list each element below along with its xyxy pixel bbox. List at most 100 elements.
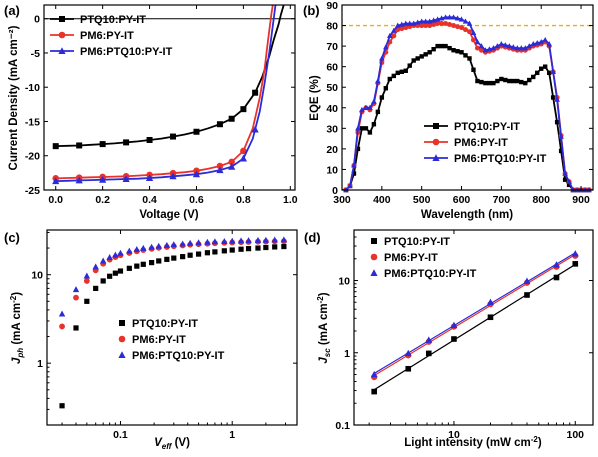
panel-d-point [524, 292, 530, 298]
panel-b-point [383, 86, 389, 91]
panel-c-point [280, 236, 288, 243]
panel-b: (b) 300 400 500 600 700 800 900 0 10 20 30 40 50 60 70… [303, 0, 594, 221]
panel-b-point [367, 104, 373, 110]
panel-b-point [466, 20, 473, 26]
panel-b-ytick-label: 90 [326, 0, 338, 12]
panel-c-ytick-label: 10 [31, 270, 43, 282]
panel-b-point [367, 130, 373, 135]
panel-c-label: (c) [4, 230, 20, 245]
panel-d-legend-entry: PTQ10:PY-IT [384, 236, 450, 248]
panel-a-legend-marker [58, 31, 66, 39]
panel-d-label: (d) [304, 230, 321, 245]
panel-a-legend-entry: PM6:PY-IT [80, 30, 134, 42]
panel-a-ytick-label: -25 [25, 185, 40, 197]
panel-b-point [518, 45, 525, 51]
panel-a-point [252, 89, 259, 96]
panel-b-point [478, 47, 484, 53]
panel-b-point [554, 119, 560, 125]
panel-b-point [562, 170, 568, 176]
panel-a-xtick-label: 1.0 [283, 194, 298, 206]
panel-c-point [263, 244, 269, 251]
panel-b-point [431, 22, 437, 28]
panel-c-point [272, 244, 278, 250]
panel-a-point [216, 166, 224, 174]
panel-b-point [447, 22, 453, 28]
panel-b-point [499, 76, 504, 82]
panel-b-point [363, 104, 369, 110]
panel-b-ytick-label: 40 [326, 103, 338, 115]
panel-b-point [458, 16, 465, 22]
panel-b-point [498, 41, 505, 47]
panel-b-point [542, 36, 548, 43]
panel-b-point [403, 68, 408, 73]
panel-b-point [427, 50, 432, 55]
panel-b-point [467, 56, 472, 61]
panel-b-point [347, 182, 353, 189]
panel-a-legend-marker [58, 47, 66, 54]
panel-b-point [474, 45, 480, 51]
panel-b-point [443, 43, 448, 49]
panel-c-point [180, 254, 186, 260]
panel-a-point [216, 121, 223, 128]
panel-b-point [502, 42, 509, 48]
panel-b-point [511, 78, 516, 84]
panel-c-point [211, 238, 219, 245]
panel-c-point [133, 246, 141, 253]
panel-a-point [251, 125, 259, 133]
panel-b-point [510, 44, 517, 50]
panel-c-point [112, 270, 118, 276]
panel-a-legend-entry: PM6:PTQ10:PY-IT [80, 46, 173, 58]
panel-b-point [474, 39, 481, 45]
panel-b-point [550, 68, 556, 75]
panel-a-point [52, 177, 60, 185]
panel-c-point [237, 237, 245, 244]
panel-b-point [462, 18, 469, 24]
panel-a-point [228, 115, 235, 122]
panel-c-point [186, 239, 194, 246]
panel-c-legend-entry: PM6:PY-IT [132, 334, 186, 346]
panel-d-legend-marker [370, 253, 378, 261]
panel-b-point [419, 54, 424, 59]
panel-b-point [454, 15, 461, 21]
panel-b-point [446, 14, 453, 20]
panel-b-point [402, 20, 409, 26]
panel-d-point [487, 298, 494, 306]
panel-c-point [72, 286, 80, 293]
panel-b-point [515, 78, 520, 84]
panel-b-point [546, 70, 552, 76]
panel-b-point [546, 41, 552, 47]
panel-a-point [216, 162, 224, 170]
panel-d-ytick-label: 0.1 [335, 420, 350, 432]
panel-b-point [479, 79, 484, 85]
panel-c-point [238, 246, 244, 252]
panel-d-legend-entry: PM6:PTQ10:PY-IT [384, 268, 477, 280]
panel-d-legend-marker [370, 269, 378, 276]
panel-b-point [451, 23, 457, 29]
panel-c-point [83, 272, 91, 279]
panel-c-point [195, 251, 202, 257]
panel-c-point [117, 249, 124, 256]
panel-c-point [149, 259, 155, 266]
panel-b-point [490, 45, 497, 51]
panel-c-xtick-label: 1 [229, 429, 235, 441]
panel-b-point [450, 14, 457, 20]
panel-b-point [466, 29, 472, 35]
panel-b-xtick-label: 400 [373, 194, 391, 206]
panel-a-point [169, 172, 177, 180]
panel-c-point [221, 248, 227, 254]
panel-a-ytick-label: -10 [25, 82, 40, 94]
panel-b-point [439, 43, 444, 49]
panel-c-xtick-label: 0.1 [113, 429, 128, 441]
panel-b-point [395, 70, 400, 76]
panel-c-point [255, 245, 261, 251]
panel-c-point [204, 250, 211, 256]
panel-c-point [126, 247, 133, 254]
panel-b-point [522, 45, 529, 51]
panel-b-ytick-label: 70 [326, 41, 338, 53]
panel-b-point [519, 79, 524, 85]
panel-b-point [566, 178, 572, 184]
panel-a-point [228, 158, 235, 166]
panel-d-point [425, 336, 433, 343]
panel-c-frame [46, 229, 298, 426]
panel-a-xtick-label: 0.8 [236, 194, 251, 206]
